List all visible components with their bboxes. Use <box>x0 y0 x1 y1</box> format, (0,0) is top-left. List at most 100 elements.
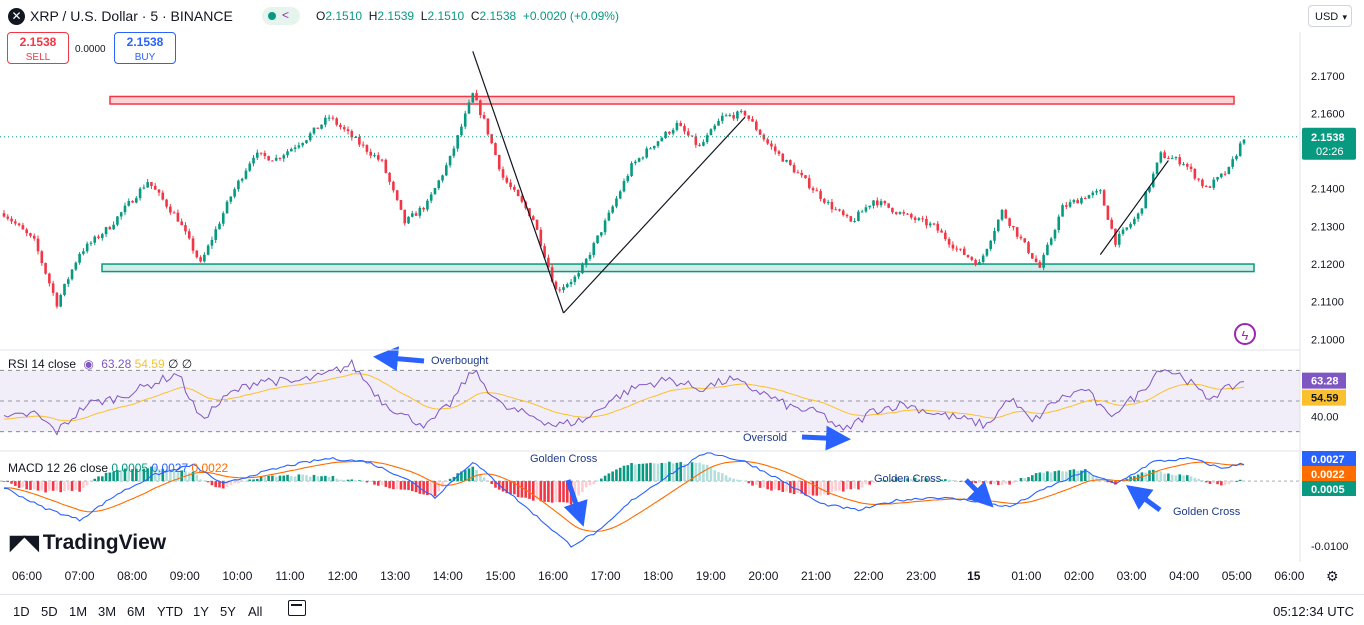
golden-cross-label: Golden Cross <box>1173 506 1241 518</box>
macd-histogram-bar <box>558 481 562 503</box>
candle-body <box>1125 227 1129 230</box>
currency-select[interactable]: USD ▾ <box>1308 5 1352 27</box>
calendar-icon[interactable] <box>288 600 306 616</box>
symbol-title[interactable]: XRP / U.S. Dollar · 5 · BINANCE <box>30 8 233 24</box>
time-tick-label: 11:00 <box>275 569 304 583</box>
macd-histogram-bar <box>1231 481 1234 482</box>
candle-body <box>229 196 233 202</box>
candle-body <box>74 262 78 270</box>
candle-body <box>471 93 475 103</box>
macd-histogram-bar <box>573 481 577 500</box>
macd-histogram-bar <box>369 481 373 483</box>
utc-clock[interactable]: 05:12:34 UTC <box>1273 604 1354 619</box>
range-1y[interactable]: 1Y <box>193 604 209 619</box>
macd-histogram-bar <box>327 476 331 482</box>
candle-body <box>1201 179 1204 187</box>
macd-histogram-bar <box>879 480 883 482</box>
candle-body <box>910 214 913 218</box>
buy-button[interactable]: 2.1538 BUY <box>114 32 176 64</box>
macd-histogram-bar <box>195 474 199 482</box>
time-tick-label: 06:00 <box>1274 569 1304 583</box>
candle-body <box>1061 205 1064 217</box>
gear-icon[interactable]: ⚙ <box>1326 568 1339 584</box>
macd-histogram-bar <box>528 481 531 499</box>
rsi-ma-tag <box>1302 389 1346 406</box>
range-3m[interactable]: 3M <box>98 604 117 619</box>
candle-body <box>1170 158 1174 160</box>
macd-histogram-bar <box>44 481 47 493</box>
candle-body <box>1227 166 1231 174</box>
macd-histogram-bar <box>403 481 407 490</box>
range-all[interactable]: All <box>248 604 263 619</box>
candle-body <box>800 172 803 176</box>
candle-body <box>286 151 289 156</box>
candle-body <box>59 295 63 307</box>
macd-histogram-bar <box>974 481 977 484</box>
candle-body <box>743 111 747 116</box>
range-6m[interactable]: 6M <box>127 604 146 619</box>
candle-body <box>823 198 826 203</box>
candle-body <box>875 200 879 206</box>
trendline <box>472 51 565 314</box>
candle-body <box>698 144 701 146</box>
candle-body <box>429 194 433 201</box>
candle-body <box>713 125 717 130</box>
oversold-arrow <box>801 425 851 451</box>
range-5y[interactable]: 5Y <box>220 604 236 619</box>
range-1m[interactable]: 1M <box>69 604 88 619</box>
macd-histogram-bar <box>263 476 267 482</box>
macd-histogram-bar <box>668 461 671 482</box>
macd-histogram-bar <box>206 481 210 483</box>
range-ytd[interactable]: YTD <box>157 604 183 619</box>
candle-body <box>1004 209 1008 219</box>
macd-histogram-bar <box>255 478 259 482</box>
candle-body <box>282 155 286 159</box>
candle-body <box>180 221 183 226</box>
macd-histogram-bar <box>671 463 675 482</box>
candle-body <box>407 216 410 224</box>
macd-histogram-bar <box>804 481 807 496</box>
candle-body <box>974 259 977 265</box>
candle-body <box>887 203 890 208</box>
candle-body <box>460 126 463 136</box>
macd-histogram-bar <box>335 478 338 482</box>
macd-histogram-bar <box>902 479 906 482</box>
candle-body <box>312 127 316 134</box>
range-5d[interactable]: 5D <box>41 604 58 619</box>
candle-body <box>664 131 667 138</box>
macd-histogram-bar <box>123 468 127 482</box>
macd-histogram-bar <box>577 481 580 496</box>
range-1d[interactable]: 1D <box>13 604 30 619</box>
macd-histogram-bar <box>838 481 841 491</box>
candle-body <box>452 148 456 156</box>
candle-body <box>187 231 191 239</box>
rsi-title: RSI 14 close <box>8 357 77 371</box>
lightning-icon[interactable]: ϟ <box>1234 323 1256 345</box>
macd-histogram-bar <box>267 475 270 482</box>
macd-histogram-bar <box>747 481 751 484</box>
candle-body <box>271 160 274 162</box>
macd-histogram-bar <box>10 481 13 484</box>
rsi-settings-icon[interactable]: ◉ <box>83 357 94 371</box>
candle-body <box>709 129 713 136</box>
macd-histogram-bar <box>218 481 221 488</box>
macd-histogram-bar <box>664 463 667 482</box>
bottom-toolbar: 1D 5D 1M 3M 6M YTD 1Y 5Y All 05:12:34 UT… <box>0 594 1364 625</box>
macd-histogram-bar <box>252 479 255 482</box>
candle-body <box>1189 166 1193 169</box>
macd-histogram-bar <box>600 478 603 482</box>
macd-histogram-bar <box>32 481 36 490</box>
candle-body <box>1034 258 1038 263</box>
candle-body <box>528 208 531 217</box>
macd-histogram-bar <box>592 481 596 485</box>
sell-button[interactable]: 2.1538 SELL <box>7 32 69 64</box>
candle-body <box>70 269 74 280</box>
indicator-status-button[interactable]: < <box>262 7 300 25</box>
macd-histogram-bar <box>274 476 278 482</box>
macd-histogram-bar <box>331 475 335 482</box>
candle-body <box>218 223 221 230</box>
macd-histogram-bar <box>864 481 868 485</box>
macd-histogram-bar <box>728 477 732 482</box>
macd-histogram-bar <box>305 475 308 482</box>
